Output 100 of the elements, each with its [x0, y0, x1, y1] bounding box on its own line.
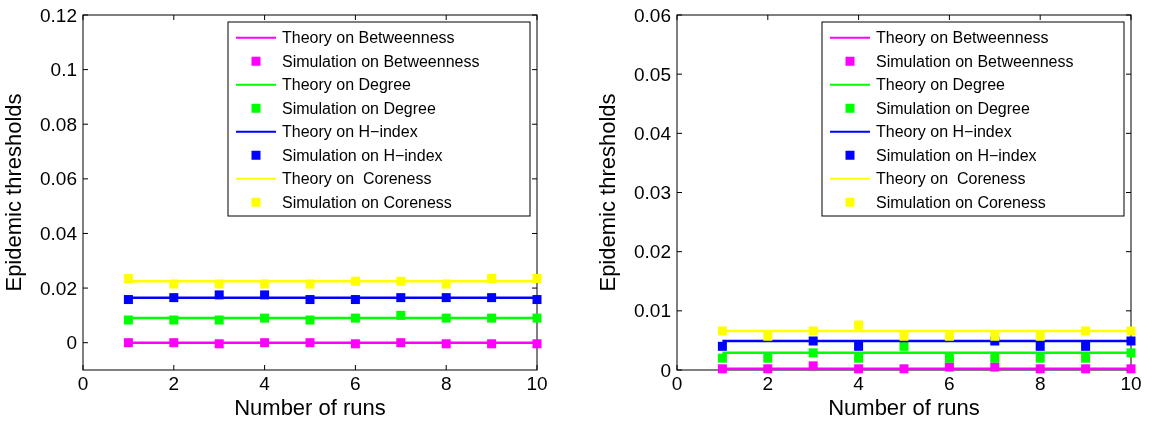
point — [350, 339, 360, 349]
legend-label: Simulation on Coreness — [876, 193, 1046, 211]
y-tick-label: 0.05 — [634, 63, 671, 85]
point — [717, 326, 727, 336]
legend-label: Simulation on H−index — [876, 146, 1037, 164]
point — [944, 331, 954, 341]
x-tick-label: 8 — [440, 373, 452, 394]
y-tick-label: 0.02 — [634, 241, 671, 263]
point — [169, 338, 179, 348]
point — [532, 313, 542, 323]
point — [123, 315, 133, 325]
legend-label: Simulation on Degree — [282, 99, 436, 117]
point — [717, 341, 727, 351]
point — [1081, 341, 1091, 351]
point — [305, 338, 315, 348]
x-tick-label: 10 — [1120, 373, 1142, 394]
point — [717, 364, 727, 374]
point — [990, 353, 1000, 363]
point — [532, 295, 542, 305]
point — [441, 339, 451, 349]
point — [763, 364, 773, 374]
point — [1081, 364, 1091, 374]
point — [532, 274, 542, 284]
point — [487, 293, 497, 303]
x-tick-label: 6 — [944, 373, 955, 394]
y-tick-label: 0.08 — [40, 113, 77, 135]
point — [396, 338, 406, 348]
point — [763, 353, 773, 363]
y-tick-label: 0.12 — [40, 4, 77, 26]
point — [396, 310, 406, 320]
point — [899, 331, 909, 341]
x-tick-label: 2 — [168, 373, 180, 394]
point — [854, 341, 864, 351]
x-axis-title: Number of runs — [234, 395, 386, 420]
x-tick-label: 4 — [853, 373, 865, 394]
point — [899, 364, 909, 374]
point — [854, 320, 864, 330]
point — [260, 279, 270, 289]
point — [944, 362, 954, 372]
legend-label: Theory on H−index — [876, 123, 1012, 141]
x-tick-label: 8 — [1034, 373, 1046, 394]
point — [350, 276, 360, 286]
point — [305, 295, 315, 305]
legend-label: Simulation on Betweenness — [282, 52, 480, 70]
point — [899, 341, 909, 351]
legend-label: Theory on Degree — [876, 76, 1006, 94]
point — [260, 290, 270, 300]
point — [169, 279, 179, 289]
point — [1035, 341, 1045, 351]
y-tick-label: 0.01 — [634, 300, 671, 322]
legend-label: Theory on Betweenness — [876, 29, 1049, 47]
point — [808, 336, 818, 346]
point — [214, 339, 224, 349]
point — [1081, 326, 1091, 336]
point — [350, 313, 360, 323]
legend-label: Theory on Betweenness — [282, 29, 455, 47]
legend-label: Theory on H−index — [282, 123, 418, 141]
legend-label: Theory on Degree — [282, 76, 412, 94]
y-tick-label: 0.06 — [634, 4, 671, 26]
x-tick-label: 10 — [526, 373, 548, 394]
y-tick-label: 0 — [66, 332, 77, 354]
x-tick-label: 6 — [350, 373, 361, 394]
point — [1126, 326, 1136, 336]
y-tick-label: 0.04 — [634, 122, 672, 144]
point — [487, 313, 497, 323]
point — [1035, 353, 1045, 363]
point — [808, 361, 818, 371]
point — [854, 364, 864, 374]
point — [1035, 364, 1045, 374]
point — [396, 293, 406, 303]
point — [441, 279, 451, 289]
point — [441, 293, 451, 303]
point — [1035, 331, 1045, 341]
point — [944, 353, 954, 363]
point — [441, 313, 451, 323]
x-axis-title: Number of runs — [828, 395, 980, 420]
y-tick-label: 0.06 — [40, 168, 77, 190]
point — [214, 290, 224, 300]
point — [487, 339, 497, 349]
legend-label: Simulation on Coreness — [282, 193, 452, 211]
x-tick-label: 2 — [762, 373, 774, 394]
y-axis-title: Epidemic thresholds — [595, 93, 620, 292]
legend-label: Theory on Coreness — [876, 170, 1026, 188]
point — [532, 339, 542, 349]
point — [1126, 336, 1136, 346]
point — [487, 274, 497, 284]
point — [854, 353, 864, 363]
y-tick-label: 0.04 — [40, 223, 78, 245]
point — [396, 276, 406, 286]
point — [1126, 348, 1136, 358]
point — [305, 279, 315, 289]
point — [808, 326, 818, 336]
point — [990, 331, 1000, 341]
point — [808, 348, 818, 358]
legend-label: Simulation on H−index — [282, 146, 443, 164]
point — [214, 315, 224, 325]
y-axis-title: Epidemic thresholds — [1, 93, 26, 292]
point — [169, 315, 179, 325]
legend-label: Simulation on Degree — [876, 99, 1030, 117]
point — [1126, 364, 1136, 374]
